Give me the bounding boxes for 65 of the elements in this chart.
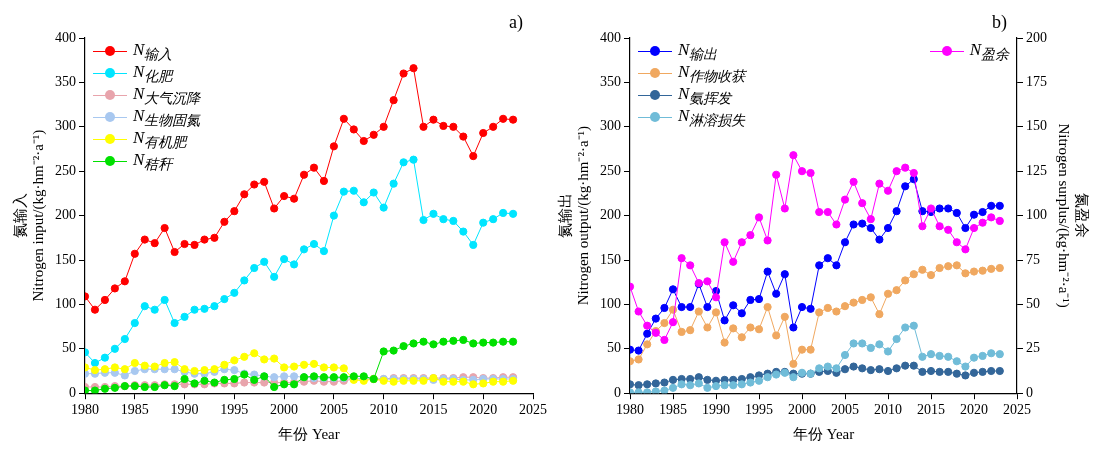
x-tick-label: 1990 (170, 402, 199, 418)
y2-tick-label: 125 (1026, 162, 1047, 178)
y-tick-label: 0 (614, 384, 621, 400)
y-tick-label: 100 (600, 296, 621, 312)
x-tick-label: 2025 (519, 402, 547, 418)
text: b) (992, 11, 1007, 33)
legend-label: N$_{作物收获}$ (678, 61, 746, 85)
y2-tick-label: 200 (1026, 29, 1047, 45)
y-tick-label: 400 (55, 29, 76, 45)
x-tick-label: 1985 (659, 402, 687, 418)
x-tick-label: 2010 (369, 402, 398, 418)
y-tick-label: 50 (607, 340, 621, 356)
y-tick-label: 0 (69, 384, 76, 400)
y-axis-title: 氮输出 Nitrogen output/(kg·hm⁻²·a⁻¹) (556, 125, 592, 306)
x-tick-label: 1980 (71, 402, 99, 418)
x-tick-label: 2005 (831, 402, 859, 418)
y2-tick-label: 0 (1026, 384, 1033, 400)
y2-tick-label: 50 (1026, 296, 1040, 312)
legend-label: N$_{氨挥发}$ (678, 83, 732, 107)
x-tick-label: 2020 (960, 402, 988, 418)
y-tick-label: 150 (55, 251, 76, 267)
legend-label: N$_{有机肥}$ (133, 127, 187, 151)
x-axis-title: 年份 Year (278, 425, 340, 442)
y-tick-label: 250 (600, 162, 621, 178)
y2-tick-label: 25 (1026, 340, 1040, 356)
y-tick-label: 300 (55, 118, 76, 134)
y2-tick-label: 75 (1026, 251, 1040, 267)
x-axis-title: 年份 Year (792, 425, 855, 442)
legend-label: N$_{输出}$ (678, 39, 718, 63)
legend-label: N$_{输入}$ (133, 39, 173, 63)
x-tick-label: 2005 (319, 402, 348, 418)
y-tick-label: 300 (600, 118, 621, 134)
x-tick-label: 2015 (419, 402, 448, 418)
legend-label: N$_{化肥}$ (133, 61, 173, 85)
x-tick-label: 2000 (270, 402, 299, 418)
x-tick-label: 1990 (702, 402, 730, 418)
y2-tick-label: 175 (1026, 74, 1047, 90)
x-tick-label: 2025 (1003, 402, 1031, 418)
y2-axis-title: 氮盈余 Nitrogen surplus/(kg·hm⁻²·a⁻¹) (1055, 123, 1091, 308)
y-tick-label: 250 (55, 162, 76, 178)
x-tick-label: 1985 (120, 402, 149, 418)
y2-tick-label: 100 (1026, 207, 1047, 223)
x-tick-label: 2000 (788, 402, 816, 418)
y-tick-label: 150 (600, 251, 621, 267)
legend-label: N$_{大气沉降}$ (133, 83, 201, 107)
text: a) (509, 11, 523, 33)
y-tick-label: 100 (55, 296, 76, 312)
y-tick-label: 350 (55, 74, 76, 90)
x-tick-label: 1995 (220, 402, 249, 418)
y-tick-label: 200 (55, 207, 76, 223)
y-axis-title: 氮输入 Nitrogen input/(kg·hm⁻²·a⁻¹) (11, 129, 47, 302)
y-tick-label: 400 (600, 29, 621, 45)
x-tick-label: 1995 (745, 402, 773, 418)
legend-label: N$_{秸秆}$ (133, 149, 173, 173)
x-tick-label: 2020 (469, 402, 498, 418)
x-tick-label: 2015 (917, 402, 945, 418)
x-tick-label: 1980 (616, 402, 644, 418)
legend-label: N$_{生物固氮}$ (133, 105, 201, 129)
y2-tick-label: 150 (1026, 118, 1047, 134)
legend-label: N$_{盈余}$ (969, 39, 1009, 63)
x-tick-label: 2010 (874, 402, 902, 418)
y-tick-label: 200 (600, 207, 621, 223)
y-tick-label: 350 (600, 74, 621, 90)
legend-label: N$_{淋溶损失}$ (678, 105, 746, 129)
y-tick-label: 50 (62, 340, 76, 356)
